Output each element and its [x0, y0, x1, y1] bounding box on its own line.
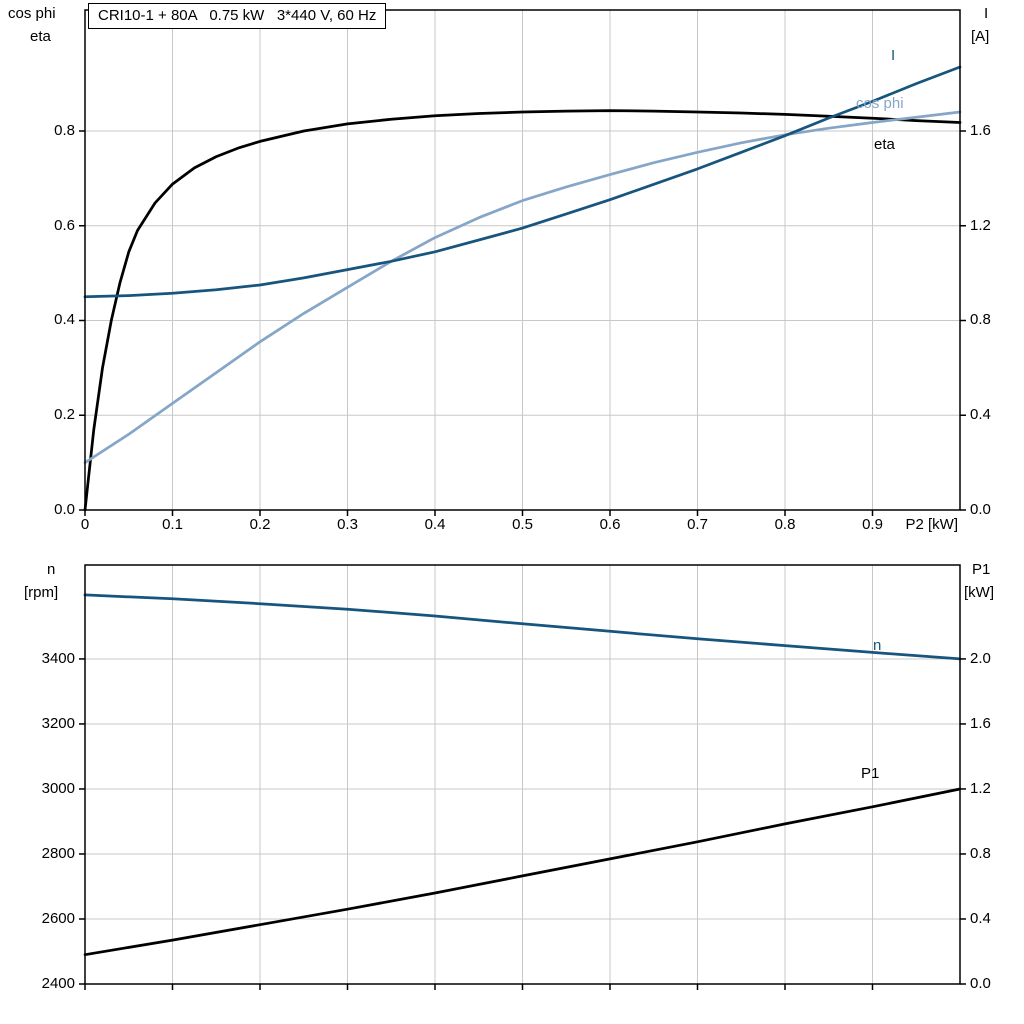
right-tick-label: 2.0	[970, 649, 991, 667]
right-tick-label: 0.0	[970, 501, 991, 518]
x-tick-label: 0.6	[599, 516, 621, 533]
top-right-axis-label-current: I	[984, 5, 989, 22]
left-tick-label: 2800	[41, 844, 75, 862]
x-tick-label: 0.3	[337, 516, 358, 533]
right-tick-label: 0.8	[970, 844, 991, 862]
curve-label-cos-phi: cos phi	[856, 95, 904, 112]
right-tick-label: 0.4	[970, 406, 991, 424]
bottom-right-axis-unit-kw: [kW]	[964, 584, 994, 601]
right-tick-label: 0.8	[970, 311, 991, 329]
left-tick-label: 2400	[41, 975, 75, 992]
curve-I	[83, 65, 962, 299]
right-tick-label: 0.0	[970, 975, 991, 992]
curve-label-eta: eta	[874, 136, 895, 153]
bottom-right-axis-label-p1: P1	[972, 561, 991, 578]
left-tick-label: 0.8	[54, 121, 75, 139]
x-tick-label: 0	[80, 516, 90, 533]
left-tick-label: 2600	[41, 909, 75, 927]
left-tick-label: 3000	[41, 779, 75, 797]
x-tick-label: 0.5	[512, 516, 533, 533]
x-tick-label: 0.9	[862, 516, 883, 533]
top-left-axis-label-cosphi: cos phi	[8, 5, 56, 22]
bottom-left-axis-label-n: n	[47, 561, 56, 578]
right-tick-label: 1.6	[970, 714, 991, 732]
curve-label-current: I	[891, 47, 896, 64]
x-tick-label: 0.8	[774, 516, 796, 533]
x-tick-label: 0.1	[162, 516, 183, 533]
top-right-axis-unit-amps: [A]	[971, 28, 990, 45]
curve-label-p1: P1	[861, 765, 880, 782]
left-tick-label: 0.0	[54, 501, 75, 518]
curve-eta	[83, 109, 962, 512]
x-tick-label: 0.2	[249, 516, 271, 533]
x-tick-label: 0.7	[687, 516, 708, 533]
top-left-axis-label-eta: eta	[30, 28, 51, 45]
curve-cos-phi	[83, 110, 962, 464]
right-tick-label: 1.2	[970, 216, 991, 234]
right-tick-label: 1.2	[970, 779, 991, 797]
left-tick-label: 3200	[41, 714, 75, 732]
chart-title: CRI10-1 + 80A 0.75 kW 3*440 V, 60 Hz	[88, 3, 387, 30]
right-tick-label: 1.6	[970, 121, 991, 139]
curve-P1	[83, 787, 962, 957]
left-tick-label: 0.2	[54, 406, 75, 424]
left-tick-label: 0.4	[54, 311, 75, 329]
left-tick-label: 3400	[41, 649, 75, 667]
bottom-left-axis-unit-rpm: [rpm]	[24, 584, 59, 601]
x-axis-label-p2: P2 [kW]	[905, 516, 958, 533]
curve-n	[83, 593, 962, 661]
x-tick-label: 0.4	[424, 516, 446, 533]
left-tick-label: 0.6	[54, 216, 75, 234]
curve-label-speed: n	[873, 637, 882, 654]
right-tick-label: 0.4	[970, 909, 991, 927]
